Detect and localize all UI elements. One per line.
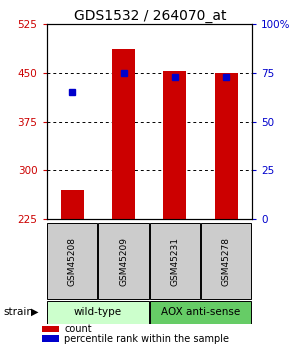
Bar: [112, 49, 135, 219]
Bar: [61, 190, 84, 219]
Bar: [150, 223, 200, 299]
Text: GSM45209: GSM45209: [119, 237, 128, 286]
Text: AOX anti-sense: AOX anti-sense: [161, 307, 240, 317]
Bar: [150, 301, 251, 324]
Text: count: count: [64, 324, 92, 334]
Text: percentile rank within the sample: percentile rank within the sample: [64, 334, 230, 344]
Bar: [201, 223, 251, 299]
Text: ▶: ▶: [31, 307, 38, 317]
Bar: [42, 335, 58, 342]
Text: GSM45278: GSM45278: [222, 237, 231, 286]
Text: strain: strain: [3, 307, 33, 317]
Text: GSM45208: GSM45208: [68, 237, 77, 286]
Bar: [215, 73, 238, 219]
Text: GDS1532 / 264070_at: GDS1532 / 264070_at: [74, 9, 226, 23]
Text: GSM45231: GSM45231: [170, 237, 179, 286]
Bar: [98, 223, 149, 299]
Bar: [47, 223, 98, 299]
Text: wild-type: wild-type: [74, 307, 122, 317]
Bar: [47, 301, 149, 324]
Bar: [42, 326, 58, 332]
Bar: [164, 71, 187, 219]
